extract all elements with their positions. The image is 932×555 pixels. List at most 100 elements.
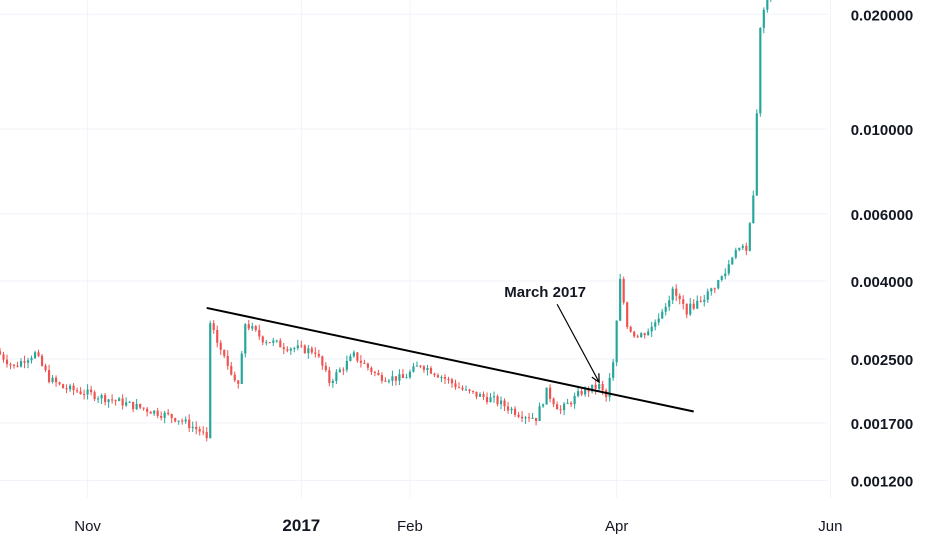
candle-body <box>177 420 180 422</box>
candle-body <box>384 380 387 382</box>
candle-body <box>668 300 671 307</box>
candle-body <box>478 394 482 397</box>
candle-body <box>454 383 457 388</box>
candle-body <box>191 426 194 429</box>
candle-body <box>163 412 166 418</box>
candle-body <box>405 377 408 379</box>
candle-body <box>513 408 517 415</box>
candle-body <box>556 404 559 410</box>
candle-body <box>2 354 5 360</box>
candle-body <box>142 407 145 409</box>
candle-body <box>401 374 405 379</box>
candle-body <box>205 432 208 439</box>
candle-body <box>44 365 47 371</box>
candle-body <box>492 396 496 398</box>
candle-body <box>226 355 229 366</box>
candle-body <box>720 276 723 280</box>
candle-body <box>307 348 310 354</box>
x-axis[interactable]: Nov 2017 Feb Apr Jun <box>74 516 842 535</box>
candle-body <box>184 419 187 422</box>
candle-body <box>661 311 664 319</box>
candle-body <box>237 380 240 384</box>
candle-body <box>654 322 657 327</box>
candle-body <box>93 392 96 400</box>
candle-body <box>5 359 9 365</box>
candle-body <box>296 345 299 349</box>
candle-body <box>636 336 639 338</box>
candle-body <box>107 399 110 403</box>
candle-body <box>33 352 37 358</box>
candle-body <box>23 361 26 363</box>
y-axis[interactable]: 0.001200 0.001700 0.002500 0.004000 0.006000… <box>851 7 914 490</box>
candle-body <box>412 366 415 372</box>
candle-body <box>724 273 727 277</box>
candle-body <box>450 379 454 384</box>
candle-body <box>713 288 716 290</box>
candle-body <box>762 9 765 28</box>
candle-body <box>538 406 541 422</box>
candle-body <box>703 299 706 302</box>
candle-body <box>566 402 569 404</box>
candle-body <box>394 376 398 381</box>
candle-body <box>640 333 643 338</box>
candle-body <box>352 352 355 357</box>
candles <box>0 0 772 442</box>
annotation: March 2017 <box>504 284 600 384</box>
candle-body <box>135 403 138 410</box>
candle-body <box>482 394 485 397</box>
candle-body <box>345 360 348 370</box>
candle-body <box>349 356 352 361</box>
candle-body <box>282 347 285 350</box>
y-tick-label: 0.006000 <box>851 207 914 224</box>
candle-body <box>752 195 755 224</box>
candle-body <box>573 395 576 405</box>
candle-body <box>510 408 513 411</box>
candle-body <box>626 302 629 327</box>
candle-body <box>552 398 555 405</box>
candle-body <box>233 374 236 381</box>
candle-body <box>612 362 615 378</box>
candle-body <box>426 367 429 370</box>
candle-body <box>755 113 758 196</box>
candle-body <box>591 384 594 392</box>
candle-body <box>541 404 545 407</box>
candle-body <box>268 342 271 344</box>
candle-body <box>675 288 678 296</box>
candle-body <box>619 278 622 321</box>
candle-body <box>489 397 492 403</box>
x-tick-label: Apr <box>605 518 628 535</box>
candle-body <box>68 385 72 390</box>
candle-body <box>485 396 489 403</box>
candle-body <box>534 417 538 422</box>
candle-body <box>559 409 562 411</box>
y-tick-label: 0.002500 <box>851 352 914 369</box>
candle-body <box>706 291 709 300</box>
candle-body <box>289 348 292 351</box>
candle-body <box>167 412 170 415</box>
candle-body <box>247 324 250 329</box>
candle-body <box>471 390 475 392</box>
candle-body <box>209 323 212 439</box>
candle-body <box>391 376 394 381</box>
candle-body <box>594 384 597 389</box>
candle-body <box>738 247 741 251</box>
candle-body <box>0 351 2 355</box>
candle-body <box>692 303 695 309</box>
candle-body <box>671 288 674 301</box>
candle-body <box>258 329 261 337</box>
x-tick-label: Jun <box>818 518 842 535</box>
candle-body <box>244 324 247 354</box>
candle-body <box>188 419 191 429</box>
candle-body <box>377 372 380 376</box>
grid <box>0 0 831 498</box>
candle-body <box>387 380 391 382</box>
candle-body <box>303 345 306 354</box>
candle-body <box>759 27 762 114</box>
candle-body <box>12 364 16 366</box>
trendline[interactable] <box>206 306 694 413</box>
candle-body <box>219 342 222 350</box>
candle-body <box>464 389 468 391</box>
candle-body <box>531 417 534 419</box>
